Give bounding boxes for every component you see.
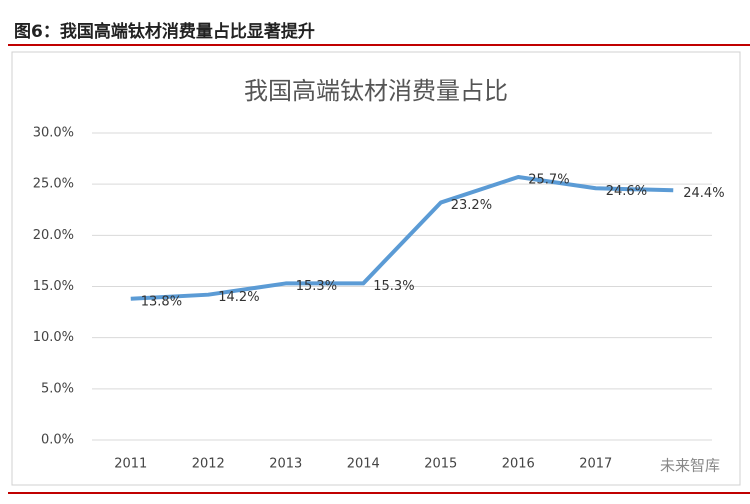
header: 图6：我国高端钛材消费量占比显著提升 — [14, 21, 315, 42]
data-label: 14.2% — [218, 290, 259, 305]
y-tick-label: 5.0% — [41, 381, 74, 396]
y-tick-label: 25.0% — [33, 177, 74, 192]
data-label: 15.3% — [296, 279, 337, 294]
x-tick-label: 2014 — [347, 457, 380, 472]
y-tick-label: 10.0% — [33, 330, 74, 345]
y-tick-label: 30.0% — [33, 126, 74, 141]
y-tick-label: 0.0% — [41, 433, 74, 448]
x-tick-label: 2013 — [269, 457, 302, 472]
y-tick-label: 20.0% — [33, 228, 74, 243]
y-tick-label: 15.0% — [33, 279, 74, 294]
data-label: 13.8% — [141, 294, 182, 309]
watermark: 未来智库 — [660, 457, 720, 475]
data-label: 24.4% — [683, 186, 724, 201]
x-tick-label: 2015 — [424, 457, 457, 472]
x-tick-label: 2012 — [192, 457, 225, 472]
chart-title: 我国高端钛材消费量占比 — [244, 77, 508, 105]
x-tick-label: 2017 — [579, 457, 612, 472]
series-line — [130, 175, 674, 301]
data-label: 24.6% — [606, 184, 647, 199]
data-label: 25.7% — [528, 173, 569, 188]
chart-frame — [11, 51, 741, 486]
data-label: 23.2% — [451, 198, 492, 213]
data-label: 15.3% — [373, 279, 414, 294]
x-tick-label: 2016 — [502, 457, 535, 472]
x-tick-label: 2011 — [114, 457, 147, 472]
